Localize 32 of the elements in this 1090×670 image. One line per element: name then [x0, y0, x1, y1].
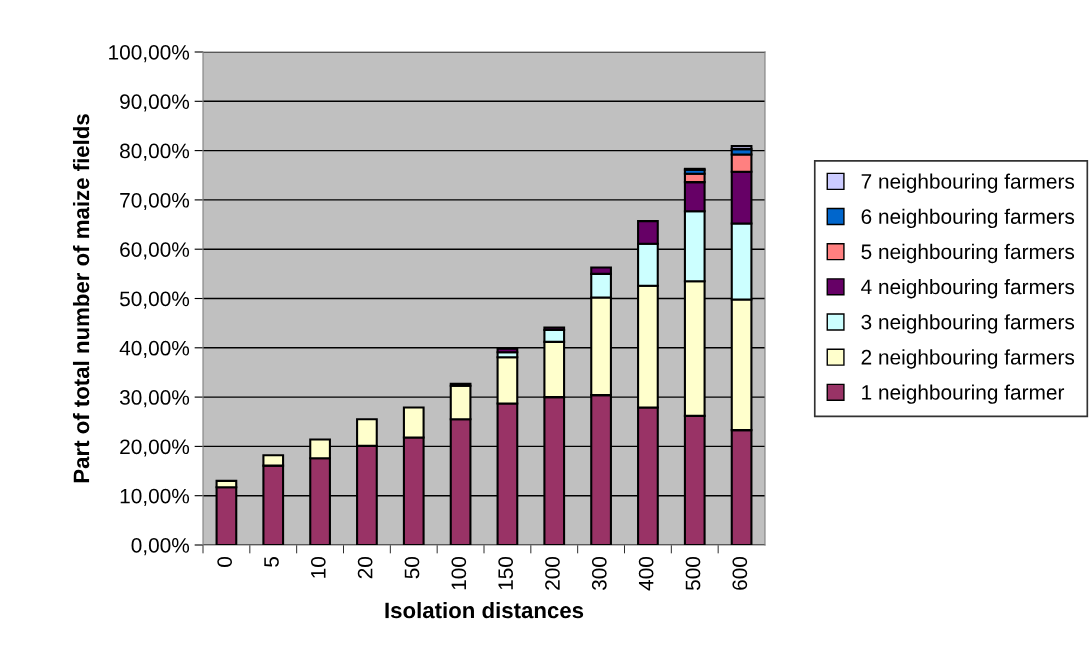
y-tick-label: 50,00% [119, 291, 190, 309]
x-tick-label: 500 [685, 556, 701, 591]
y-tick-label: 80,00% [120, 143, 190, 161]
y-tick-label: 90,00% [120, 94, 190, 112]
x-tick-label: 10 [310, 556, 326, 578]
legend-label: 4 neighbouring farmers [861, 278, 1075, 299]
y-tick-label: 10,00% [120, 488, 190, 506]
x-tick-label: 50 [404, 556, 420, 579]
x-tick-label: 300 [591, 556, 607, 591]
legend-label: 1 neighbouring farmer [862, 384, 1065, 404]
x-tick-label: 20 [357, 556, 373, 579]
legend-label: 5 neighbouring farmers [861, 243, 1075, 264]
x-tick-label: 400 [638, 556, 654, 591]
legend-label: 7 neighbouring farmers [861, 173, 1075, 193]
y-tick-label: 60,00% [120, 242, 190, 260]
x-tick-label: 5 [264, 556, 279, 567]
x-tick-label: 0 [217, 556, 233, 567]
legend-label: 3 neighbouring farmers [861, 314, 1075, 334]
x-tick-label: 150 [498, 556, 514, 590]
x-tick-label: 200 [545, 556, 560, 590]
x-tick-label: 600 [732, 556, 748, 590]
x-axis-title: Isolation distances [385, 601, 584, 619]
y-tick-label: 0,00% [131, 538, 190, 556]
legend-label: 6 neighbouring farmers [861, 208, 1075, 229]
y-tick-label: 20,00% [120, 439, 190, 457]
y-axis-title: Part of total number of maize fields [72, 114, 90, 483]
y-tick-label: 40,00% [119, 340, 190, 359]
y-tick-label: 30,00% [119, 390, 190, 408]
y-tick-label: 70,00% [120, 192, 190, 211]
x-tick-label: 100 [451, 556, 467, 590]
y-tick-label: 100,00% [109, 45, 190, 63]
legend-label: 2 neighbouring farmers [861, 349, 1075, 369]
